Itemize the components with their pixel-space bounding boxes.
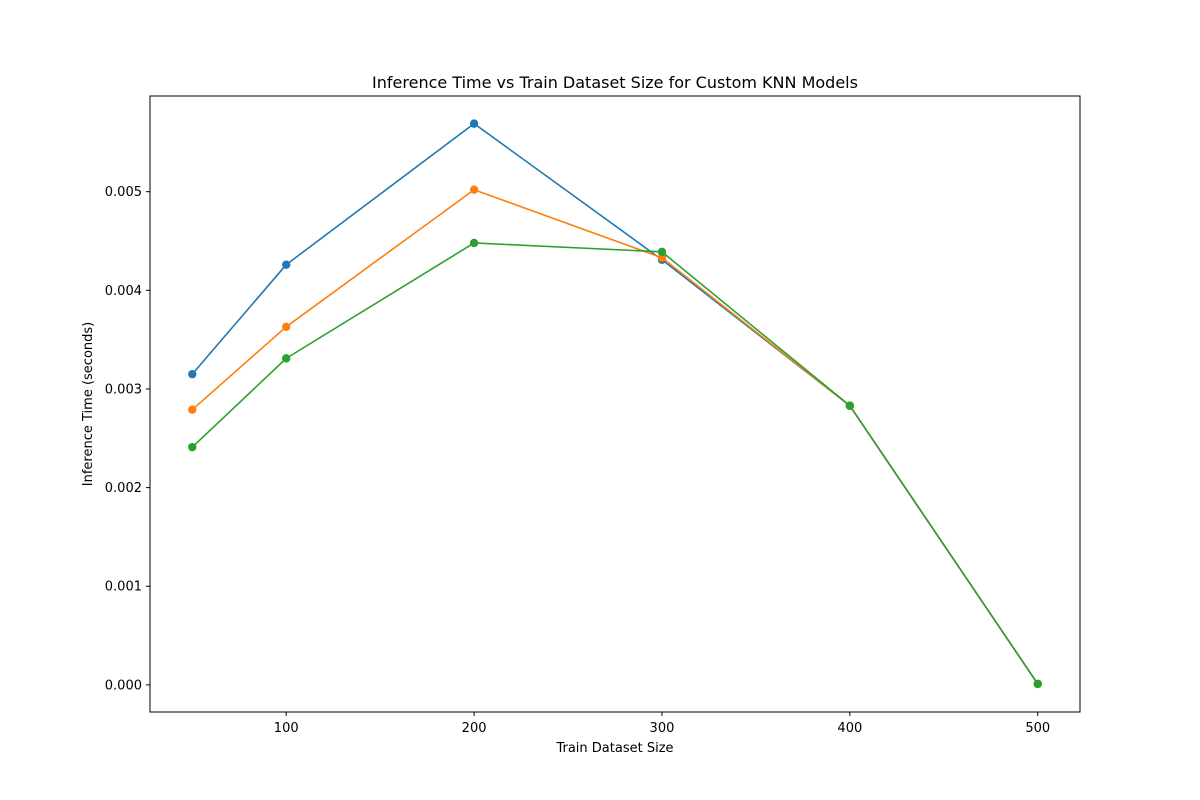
y-tick-label: 0.002 [105,481,142,496]
series-2-point [188,405,197,414]
series-1-point [469,119,479,128]
x-tick-label: 100 [274,721,299,736]
y-axis-label: Inference Time (seconds) [81,322,96,486]
series-3-point [469,238,479,248]
x-axis-label: Train Dataset Size [555,741,673,756]
y-tick-label: 0.005 [105,185,142,200]
series-2-point [657,253,667,262]
series-3-point [282,354,291,363]
chart-title: Inference Time vs Train Dataset Size for… [372,73,858,92]
series-3-point [1033,679,1042,689]
ticks-layer: 100 200 300 400 500 0.000 0.001 0.002 0.003 0.004… [105,185,1050,736]
series-2-point [282,322,291,332]
x-tick-label: 200 [462,721,487,736]
y-tick-label: 0.003 [105,382,142,397]
series-3-line [191,242,1039,685]
x-tick-label: 300 [650,721,675,736]
x-tick-label: 400 [837,721,862,736]
series-1-point [188,369,197,379]
x-tick-label: 500 [1025,721,1050,736]
series-3-point [845,401,855,410]
series-3-point [188,442,197,452]
y-tick-label: 0.004 [105,284,142,299]
y-tick-label: 0.000 [105,678,142,693]
series-2-point [469,185,479,194]
series-3-point [657,247,667,257]
y-tick-label: 0.001 [105,580,142,595]
plot-area-frame [149,95,1081,713]
series-layer [188,119,1042,689]
series-1-point [282,260,291,269]
